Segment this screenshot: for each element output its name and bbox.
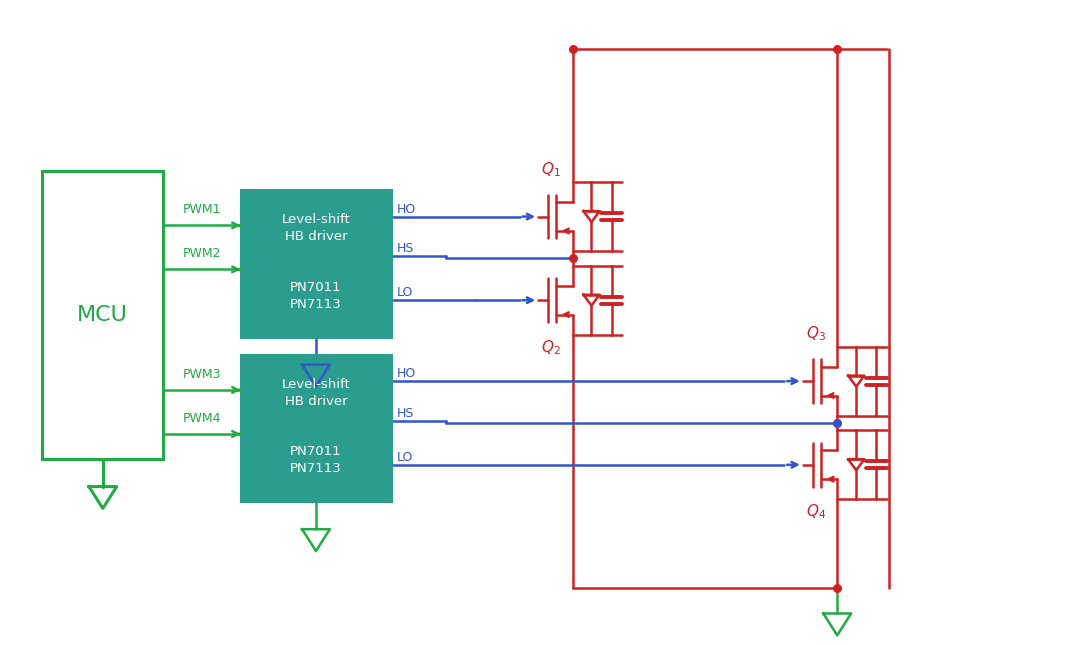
FancyBboxPatch shape [241,355,391,501]
Text: $Q_1$: $Q_1$ [541,160,562,179]
Text: PN7011
PN7113: PN7011 PN7113 [291,445,342,475]
Text: PWM3: PWM3 [183,368,221,381]
FancyBboxPatch shape [42,172,163,459]
Text: MCU: MCU [78,305,129,325]
Text: HS: HS [397,407,415,420]
Text: HO: HO [397,203,417,215]
Text: PWM4: PWM4 [183,412,221,425]
Text: $Q_2$: $Q_2$ [541,338,562,357]
Text: Level-shift
HB driver: Level-shift HB driver [282,378,350,408]
Text: LO: LO [397,451,414,464]
Text: PWM2: PWM2 [183,248,221,261]
FancyBboxPatch shape [241,190,391,337]
Text: PWM1: PWM1 [183,203,221,217]
Text: LO: LO [397,286,414,299]
Text: HS: HS [397,243,415,255]
Text: $Q_3$: $Q_3$ [806,324,826,343]
Text: Level-shift
HB driver: Level-shift HB driver [282,213,350,243]
Text: $Q_4$: $Q_4$ [806,502,826,521]
Text: HO: HO [397,367,417,380]
Text: PN7011
PN7113: PN7011 PN7113 [291,281,342,311]
